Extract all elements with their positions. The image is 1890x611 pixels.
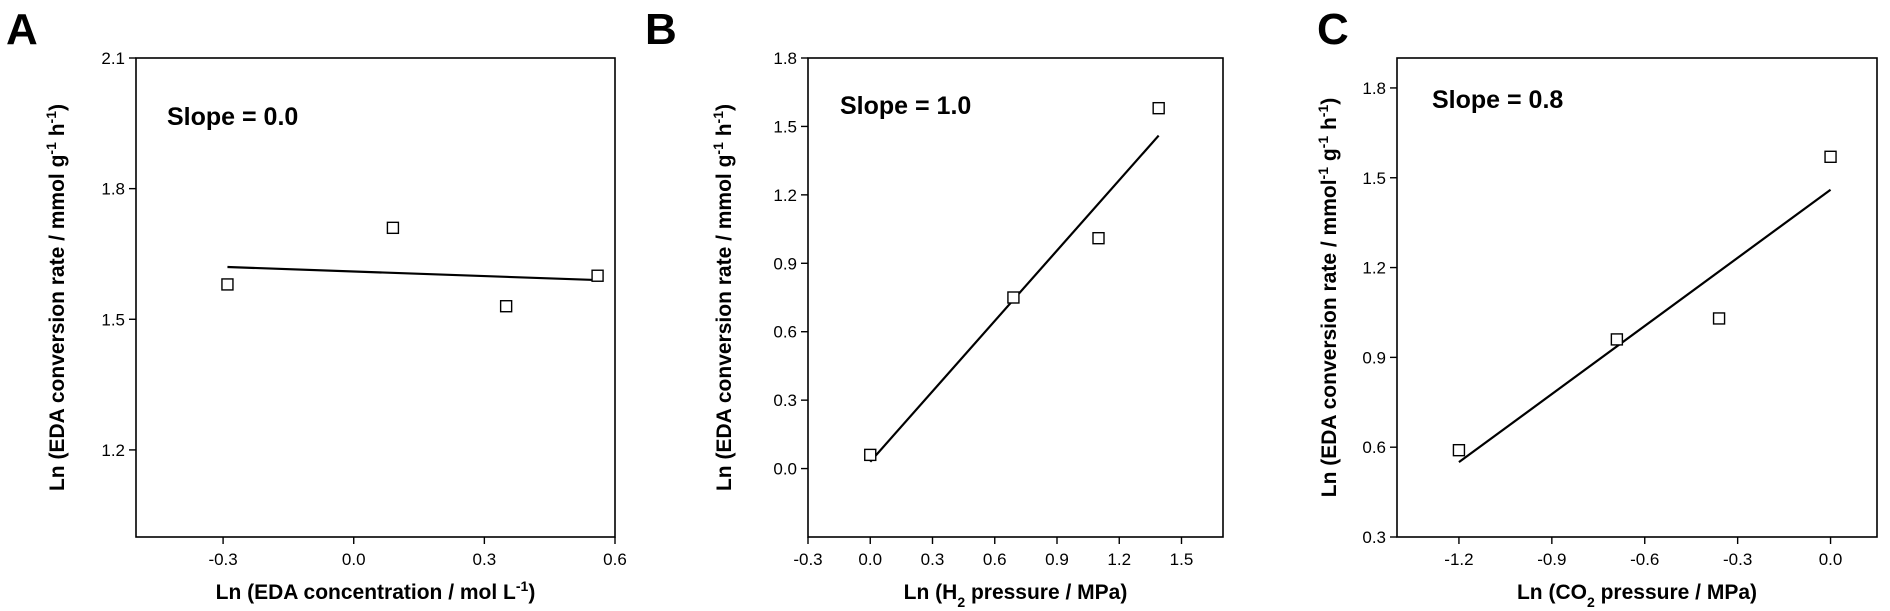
y-tick-label: 1.5 <box>773 117 797 136</box>
data-point <box>864 448 877 462</box>
data-point <box>499 300 513 313</box>
data-point <box>1007 291 1020 304</box>
data-point <box>1610 333 1624 346</box>
panel-b: B -0.3 0.0 0.3 0.6 0.9 1.2 1.5 0.0 0.3 0.6 0.9 1.2 1.… <box>645 5 1224 610</box>
y-tick-label: 0.6 <box>1362 438 1386 457</box>
x-tick-label: 0.9 <box>1045 550 1069 569</box>
y-tick-label: 1.8 <box>773 49 797 68</box>
panel-a: A -0.3 0.0 0.3 0.6 1.2 1.5 1.8 2.1 Ln (EDA concen… <box>6 5 627 604</box>
panel-c: C -1.2 -0.9 -0.6 -0.3 0.0 0.3 0.6 0.9 1.2 1.5 1.8 Ln… <box>1315 5 1878 610</box>
slope-annotation: Slope = 1.0 <box>840 92 971 120</box>
x-tick-label: 1.5 <box>1170 550 1194 569</box>
data-point <box>1824 150 1837 163</box>
data-point <box>386 221 400 235</box>
x-axis-title: Ln (CO2 pressure / MPa) <box>1517 581 1757 610</box>
y-tick-label: 1.8 <box>101 180 125 199</box>
y-tick-label: 0.0 <box>773 460 797 479</box>
y-tick-label: 0.9 <box>1362 348 1386 367</box>
plot-frame <box>135 57 616 538</box>
x-tick-label: -1.2 <box>1444 550 1473 569</box>
x-tick-label: -0.9 <box>1537 550 1566 569</box>
x-tick-label: 0.6 <box>603 550 627 569</box>
x-tick-label: 0.3 <box>473 550 497 569</box>
y-axis-title: Ln (EDA conversion rate / mmol-1 g-1 h-1… <box>1315 98 1341 497</box>
y-tick-label: 1.2 <box>1362 259 1386 278</box>
x-tick-label: -0.3 <box>1723 550 1752 569</box>
y-tick-label: 0.6 <box>773 323 797 342</box>
y-tick-label: 1.5 <box>1362 169 1386 188</box>
x-tick-label: 0.0 <box>858 550 882 569</box>
panel-label: C <box>1317 5 1349 54</box>
y-tick-label: 0.9 <box>773 254 797 273</box>
y-tick-label: 1.2 <box>773 186 797 205</box>
x-tick-label: 0.0 <box>1819 550 1843 569</box>
y-axis-title: Ln (EDA conversion rate / mmol g-1 h-1) <box>43 104 69 491</box>
x-tick-label: 0.6 <box>983 550 1007 569</box>
y-tick-label: 0.3 <box>773 391 797 410</box>
y-tick-label: 0.3 <box>1362 528 1386 547</box>
y-axis-title: Ln (EDA conversion rate / mmol g-1 h-1) <box>710 104 736 491</box>
y-tick-label: 1.8 <box>1362 79 1386 98</box>
y-tick-label: 1.5 <box>101 310 125 329</box>
fit-line <box>1458 188 1832 464</box>
x-tick-label: 0.3 <box>921 550 945 569</box>
data-point <box>1712 312 1726 325</box>
panel-label: B <box>645 5 677 54</box>
data-point <box>1152 101 1165 115</box>
x-tick-label: -0.6 <box>1630 550 1659 569</box>
data-point <box>591 269 604 282</box>
data-point <box>1092 231 1105 245</box>
slope-annotation: Slope = 0.8 <box>1432 86 1563 114</box>
fit-line <box>227 265 598 282</box>
y-tick-label: 1.2 <box>101 441 125 460</box>
plot-frame <box>1396 57 1878 538</box>
panel-label: A <box>6 5 38 54</box>
x-tick-label: 0.0 <box>342 550 366 569</box>
x-axis-title: Ln (H2 pressure / MPa) <box>904 581 1128 610</box>
x-tick-label: 1.2 <box>1107 550 1131 569</box>
x-tick-label: -0.3 <box>208 550 237 569</box>
data-point <box>1452 443 1466 457</box>
slope-annotation: Slope = 0.0 <box>167 103 298 131</box>
data-point <box>221 278 234 291</box>
y-tick-label: 2.1 <box>101 49 125 68</box>
x-axis-title: Ln (EDA concentration / mol L-1) <box>216 578 536 604</box>
plot-frame <box>807 57 1224 538</box>
x-tick-label: -0.3 <box>793 550 822 569</box>
